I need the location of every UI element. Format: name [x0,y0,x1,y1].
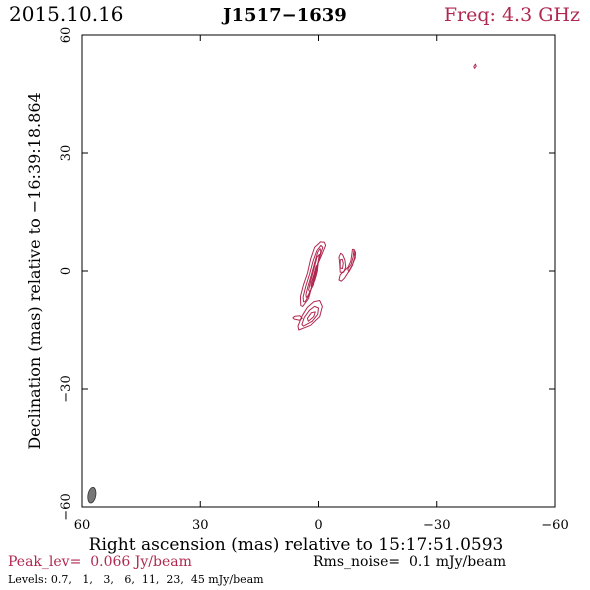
plot-frame [81,34,556,508]
contour-line [292,315,303,321]
contour-map [292,63,477,331]
contour-line [339,258,344,270]
contour-line [473,63,477,69]
x-tick-label: 0 [314,518,322,533]
contour-line [301,305,319,327]
axis-ticks [81,34,556,508]
beam-ellipse [87,487,97,504]
peak-level: Peak_lev= 0.066 Jy/beam [8,554,192,570]
y-tick-labels: −60 −30 0 30 60 [59,27,74,521]
x-tick-labels: 60 30 0 −30 −60 [74,518,569,533]
y-tick-label: −30 [59,375,74,402]
x-tick-label: 30 [192,518,209,533]
y-tick-label: 30 [59,145,74,162]
source-name: J1517−1639 [221,5,347,26]
y-tick-label: 60 [59,27,74,44]
y-axis-label: Declination (mas) relative to −16:39:18.… [25,92,44,449]
y-tick-label: 0 [59,267,74,275]
x-tick-label: −30 [423,518,450,533]
rms-noise: Rms_noise= 0.1 mJy/beam [313,554,506,570]
x-tick-label: 60 [74,518,91,533]
x-axis-label: Right ascension (mas) relative to 15:17:… [89,535,504,555]
contour-line [347,249,356,273]
contour-line [305,248,322,298]
contour-line [297,300,323,331]
x-tick-label: −60 [541,518,568,533]
contour-line [338,252,347,273]
contour-line [313,270,317,277]
frequency-label: Freq: 4.3 GHz [444,4,580,26]
beam-shape [87,487,97,504]
contour-levels: Levels: 0.7, 1, 3, 6, 11, 23, 45 mJy/bea… [8,573,264,586]
observation-date: 2015.10.16 [9,2,124,26]
contour-line [307,311,316,322]
y-tick-label: −60 [59,493,74,520]
